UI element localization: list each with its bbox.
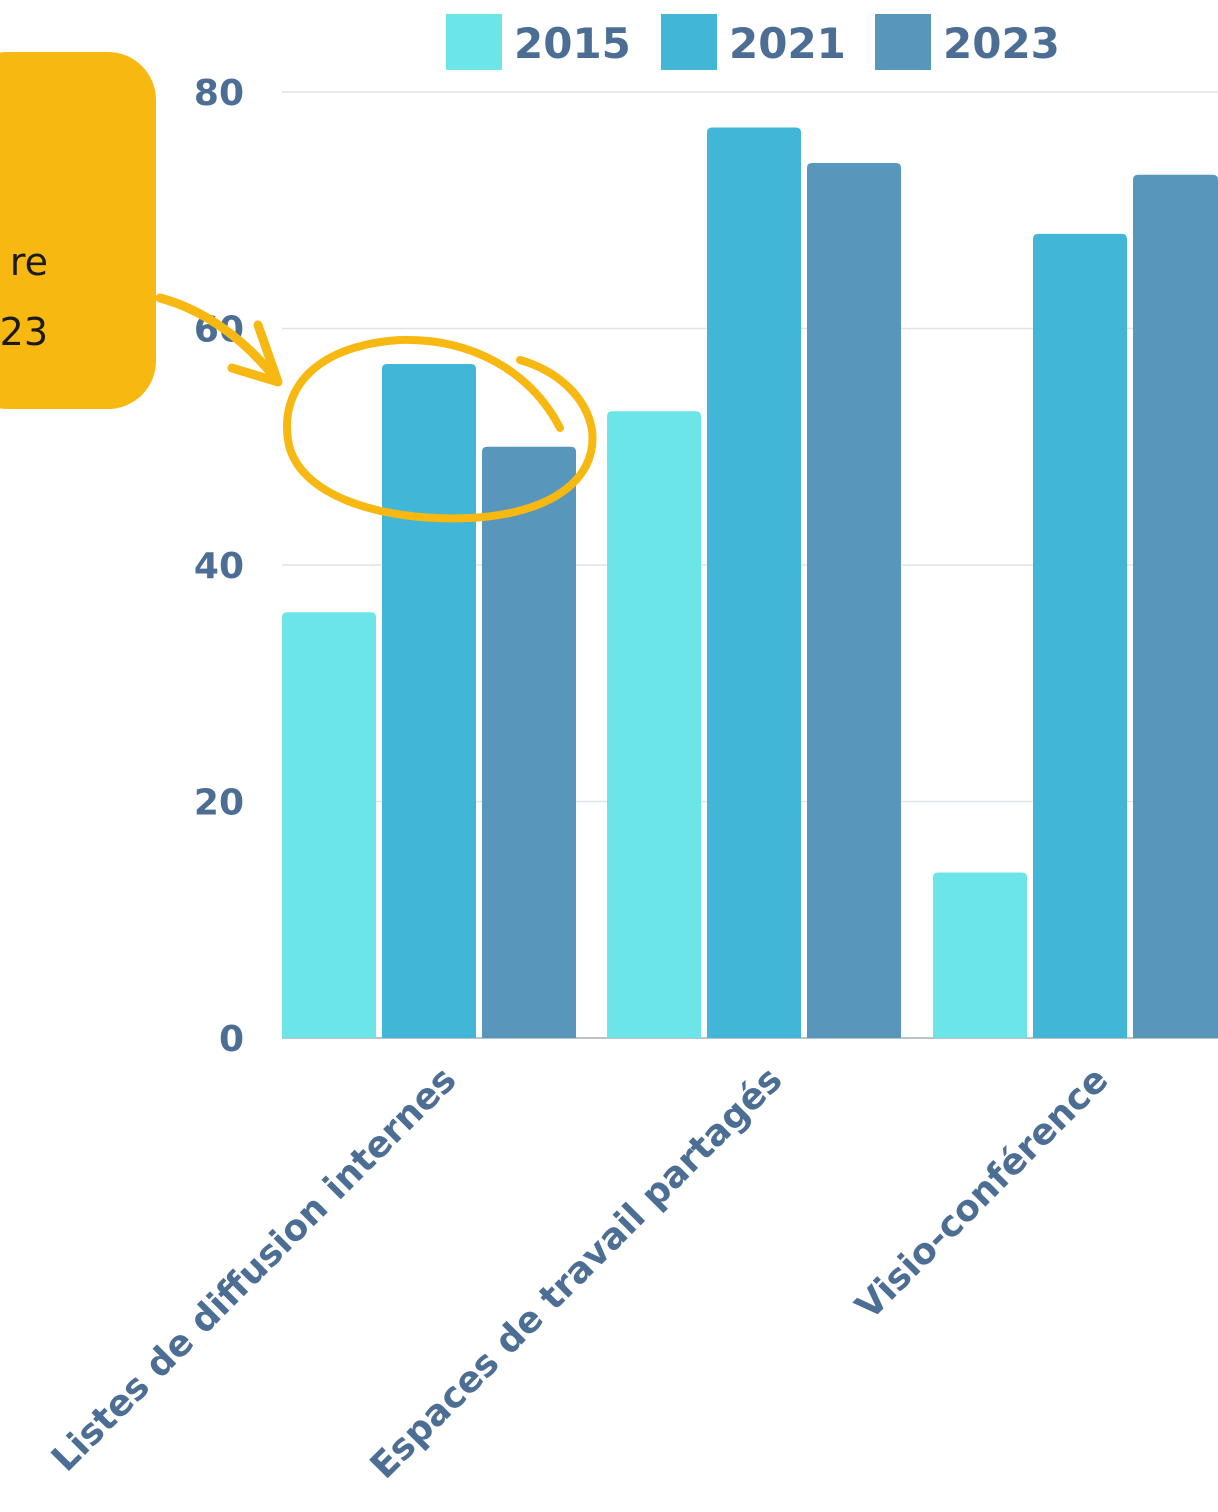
y-tick-label: 40 [194,546,244,587]
x-category-label: Visio-conférence [848,1059,1116,1327]
bar-2015 [607,411,701,1038]
legend-swatch-2023 [875,14,931,70]
legend-label-2015: 2015 [514,19,631,68]
legend-label-2021: 2021 [729,19,846,68]
legend-swatch-2015 [446,14,502,70]
legend-swatch-2021 [661,14,717,70]
callout-box [0,52,156,409]
callout-annotation: re 23 [0,52,597,523]
y-tick-label: 20 [194,783,244,824]
bar-2021 [382,363,476,1039]
highlight-circle-icon [283,335,597,523]
bar-2023 [807,162,901,1038]
legend-label-2023: 2023 [943,19,1060,68]
x-category-label: Listes de diffusion internes [44,1059,464,1479]
bar-2023 [1133,174,1218,1038]
bar-2023 [482,446,576,1038]
bars [282,127,1218,1039]
bar-2021 [707,127,801,1039]
arrowhead-icon [227,320,283,387]
y-tick-label: 80 [194,73,244,114]
callout-line-2: 23 [0,310,48,354]
callout-line-1: re [10,240,48,284]
bar-2015 [933,872,1027,1038]
arrow-icon [155,293,280,383]
bar-2015 [282,612,376,1038]
legend: 2015 2021 2023 [446,14,1060,70]
bar-2021 [1033,233,1127,1038]
y-tick-label: 0 [219,1019,244,1060]
